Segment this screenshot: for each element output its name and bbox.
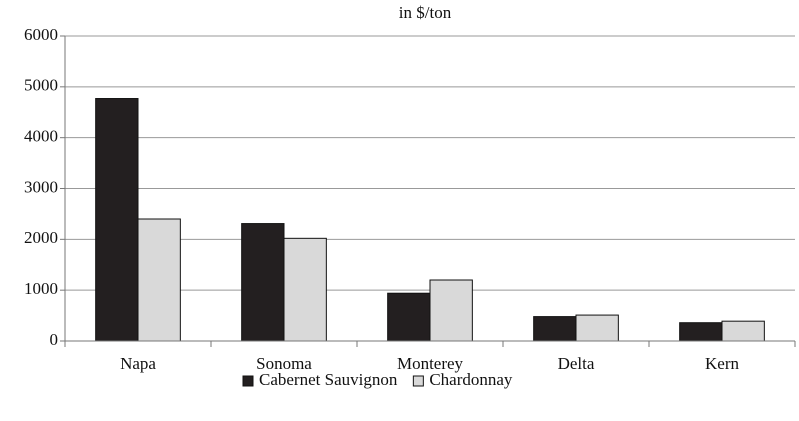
y-tick-label: 5000 (24, 76, 58, 95)
bar (283, 237, 327, 342)
y-tick-label: 0 (50, 330, 59, 349)
y-tick-label: 3000 (24, 177, 58, 196)
bar (533, 316, 577, 342)
bar (241, 223, 285, 342)
bar (429, 279, 473, 342)
bar (137, 218, 181, 342)
bar (387, 292, 431, 342)
legend-swatch (412, 375, 424, 387)
y-tick-label: 4000 (24, 127, 58, 146)
x-tick-label: Monterey (397, 354, 464, 373)
legend-label: Cabernet Sauvignon (259, 370, 398, 389)
x-tick-label: Kern (705, 354, 739, 373)
bar (721, 320, 765, 342)
x-tick-label: Napa (120, 354, 156, 373)
legend-swatch (242, 375, 254, 387)
chart-title: in $/ton (399, 3, 452, 22)
bar (679, 322, 723, 342)
y-tick-label: 6000 (24, 25, 58, 44)
bar (575, 314, 619, 342)
x-tick-label: Sonoma (256, 354, 312, 373)
y-tick-label: 2000 (24, 228, 58, 247)
bar (95, 98, 139, 342)
x-tick-label: Delta (558, 354, 595, 373)
y-tick-label: 1000 (24, 279, 58, 298)
legend-label: Chardonnay (429, 370, 513, 389)
